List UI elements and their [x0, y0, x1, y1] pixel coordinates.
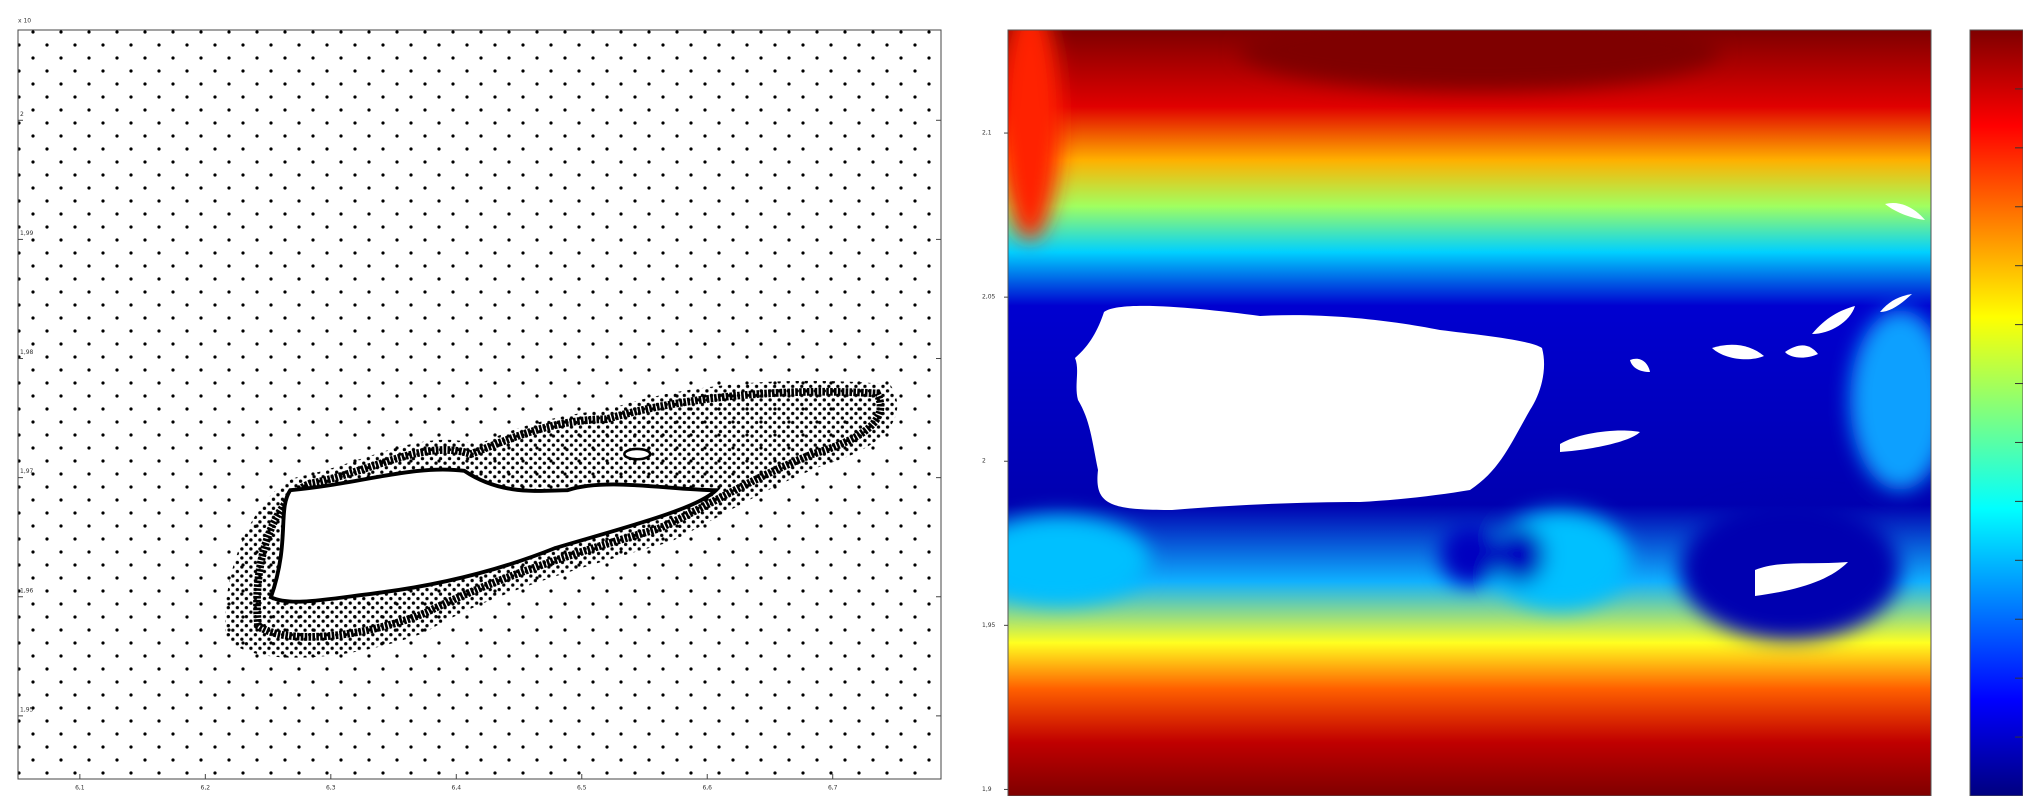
colorbar [1970, 30, 2023, 796]
x-tick-label: 6,4 [452, 785, 462, 792]
x-tick-label: 6,2 [201, 785, 211, 792]
y-tick-label: 2 [982, 458, 986, 465]
y-tick-label: 1,9 [982, 786, 992, 793]
y-tick-label: 2,05 [982, 294, 996, 301]
y-tick-label: 1,98 [20, 349, 34, 356]
x-tick-label: 6,3 [326, 785, 336, 792]
page: {"chart_data": [ {"type": "scatter", "mu… [0, 0, 2023, 796]
y-tick-label: 1,95 [982, 622, 996, 629]
x-tick-label: 6,1 [75, 785, 85, 792]
x-tick-label: 6,7 [828, 785, 838, 792]
x-tick-label: 6,6 [702, 785, 712, 792]
y-tick-label: 1,96 [20, 587, 34, 594]
y-tick-label: 1,97 [20, 468, 34, 475]
x-tick-label: 6,5 [577, 785, 587, 792]
y-tick-label: 1,95 [20, 706, 34, 713]
figure: x 10 2 1,99 1,98 1,97 1,96 1,95 6,1 6,2 6,3 6,4 6,5… [0, 0, 2023, 796]
y-tick-label: 2,1 [982, 130, 992, 137]
heatmap-panel: 2,1 2,05 2 1,95 1,9 [970, 0, 2023, 796]
mesh-panel: x 10 2 1,99 1,98 1,97 1,96 1,95 6,1 6,2 6,3 6,4 6,5… [18, 18, 941, 792]
y-tick-label: 2 [20, 111, 24, 118]
y-tick-label: 1,99 [20, 230, 34, 237]
axis-multiplier: x 10 [18, 18, 31, 25]
